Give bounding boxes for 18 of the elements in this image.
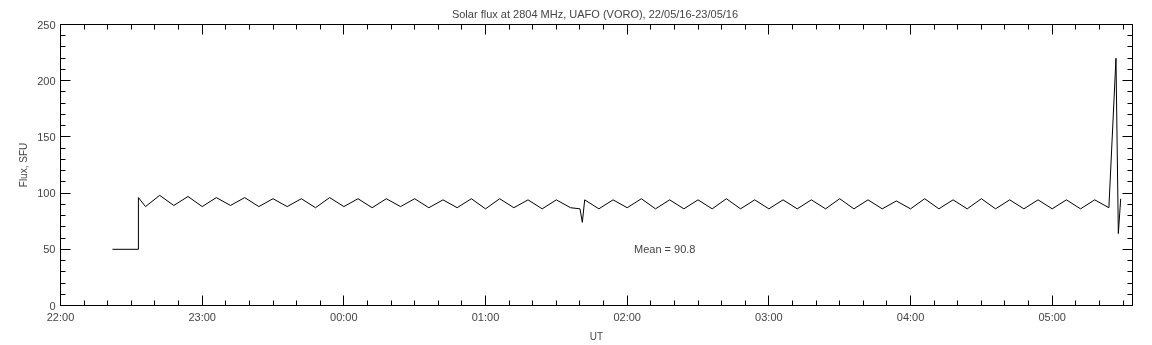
x-tick-label: 04:00 xyxy=(896,310,925,323)
y-tick-label: 0 xyxy=(49,299,56,312)
x-axis-title: UT xyxy=(589,330,604,342)
x-tick-label: 22:00 xyxy=(46,310,75,323)
y-tick-label: 200 xyxy=(37,74,56,87)
y-tick-label: 50 xyxy=(43,243,56,256)
annotation: Mean = 90.8 xyxy=(634,243,696,256)
y-tick-label: 150 xyxy=(37,130,56,143)
x-tick-label: 05:00 xyxy=(1038,310,1066,323)
y-axis-title: Flux, SFU xyxy=(18,142,30,188)
x-tick-label: 01:00 xyxy=(471,310,500,323)
y-tick-label: 100 xyxy=(37,187,56,200)
x-tick-label: 00:00 xyxy=(330,310,358,323)
x-tick-label: 02:00 xyxy=(613,310,641,323)
chart-title: Solar flux at 2804 MHz, UAFO (VORO), 22/05/16-23/05/16 xyxy=(451,7,739,20)
x-tick-label: 23:00 xyxy=(188,310,216,323)
y-tick-label: 250 xyxy=(37,18,56,31)
x-tick-label: 03:00 xyxy=(755,310,783,323)
